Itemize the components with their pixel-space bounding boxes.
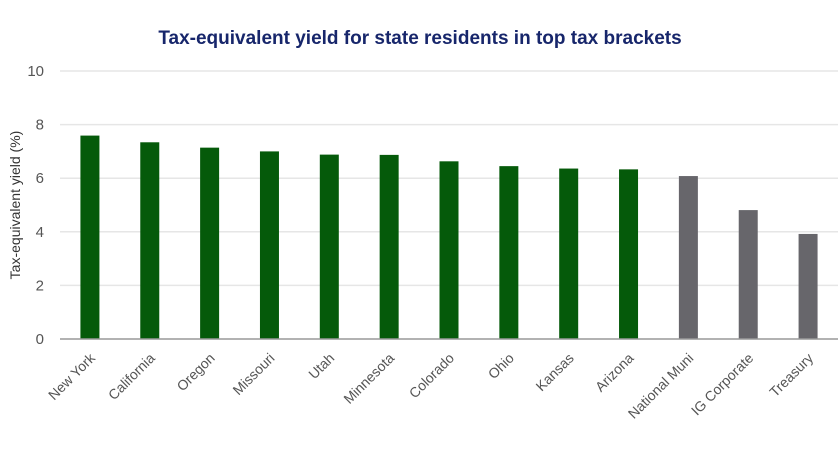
x-tick-label: Utah bbox=[305, 350, 337, 382]
y-tick-label: 4 bbox=[36, 224, 44, 241]
y-tick-label: 8 bbox=[36, 117, 44, 134]
bar-ohio bbox=[499, 166, 519, 339]
bar-california bbox=[140, 142, 160, 339]
x-tick-label: Oregon bbox=[173, 350, 217, 394]
bar-treasury bbox=[798, 233, 818, 339]
x-tick-label: Colorado bbox=[406, 350, 458, 402]
bar-utah bbox=[319, 154, 339, 339]
bar-minnesota bbox=[379, 154, 399, 339]
y-tick-label: 0 bbox=[36, 331, 44, 348]
x-tick-label: Arizona bbox=[592, 350, 637, 395]
x-tick-label: Treasury bbox=[766, 350, 816, 400]
y-tick-label: 2 bbox=[36, 277, 44, 294]
bar-missouri bbox=[259, 151, 279, 339]
bar-national-muni bbox=[678, 176, 698, 339]
x-tick-label: New York bbox=[45, 349, 99, 403]
bar-kansas bbox=[559, 168, 579, 339]
x-tick-label: Missouri bbox=[229, 350, 277, 398]
y-axis-label: Tax-equivalent yield (%) bbox=[7, 131, 23, 280]
chart-title: Tax-equivalent yield for state residents… bbox=[158, 28, 682, 49]
x-tick-label: Ohio bbox=[485, 350, 517, 382]
bar-new-york bbox=[80, 135, 100, 339]
x-tick-label: IG Corporate bbox=[688, 350, 757, 419]
bar-arizona bbox=[619, 169, 639, 339]
bar-oregon bbox=[200, 147, 220, 339]
bar-colorado bbox=[439, 161, 459, 339]
bar-ig-corporate bbox=[738, 210, 758, 339]
x-tick-label: Kansas bbox=[532, 350, 576, 394]
y-tick-label: 10 bbox=[27, 63, 44, 80]
x-tick-label: Minnesota bbox=[340, 350, 397, 407]
y-tick-label: 6 bbox=[36, 170, 44, 187]
x-tick-label: California bbox=[105, 350, 158, 403]
